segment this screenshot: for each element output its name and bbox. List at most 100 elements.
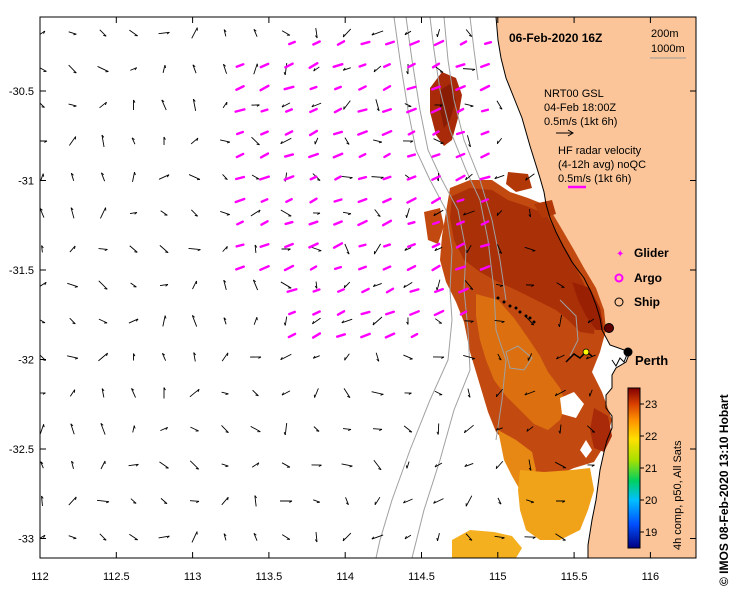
gsl-vector <box>494 535 505 539</box>
gsl-vector-head <box>225 465 229 468</box>
hf-radar-vector <box>336 40 346 46</box>
gsl-vector <box>342 211 352 215</box>
radar-legend-line-2: (4-12h avg) noQC <box>558 159 646 171</box>
gsl-vector-head <box>501 537 505 540</box>
gsl-vector-head <box>470 105 474 108</box>
hf-radar-vector <box>455 130 466 136</box>
gsl-vector <box>162 65 166 73</box>
gsl-vector <box>40 208 45 218</box>
gsl-vector <box>373 65 382 73</box>
x-tick-label: 115 <box>489 571 507 583</box>
gsl-vector <box>343 388 351 398</box>
hf-radar-vector <box>479 175 491 181</box>
gsl-vector <box>40 424 45 434</box>
hf-radar-vector <box>312 310 321 316</box>
gsl-vector <box>130 67 137 71</box>
hf-radar-vector <box>337 288 345 293</box>
hf-radar-vector <box>455 63 466 68</box>
gsl-vector-head <box>193 352 196 356</box>
gsl-vector <box>495 460 504 470</box>
gsl-vector <box>403 425 413 433</box>
gsl-vector-head <box>165 427 169 431</box>
hf-radar-vector <box>259 84 270 92</box>
gsl-vector-head <box>44 282 47 286</box>
gsl-vector <box>371 534 384 540</box>
gsl-vector-head <box>380 393 384 396</box>
gsl-vector-head <box>498 358 502 361</box>
gsl-vector <box>223 317 227 325</box>
gsl-vector-head <box>380 176 384 180</box>
hf-radar-vector <box>480 108 490 113</box>
gsl-vector <box>188 247 201 251</box>
gsl-current-vectors <box>40 27 596 543</box>
colorbar-tick-label: 22 <box>645 431 657 443</box>
hf-radar-vector <box>260 108 269 113</box>
hf-radar-vector <box>309 175 318 181</box>
hf-radar-vector <box>431 242 441 249</box>
gsl-vector-head <box>436 33 438 37</box>
x-tick-label: 114 <box>336 571 354 583</box>
gsl-vector <box>315 531 318 543</box>
hf-radar-vector <box>308 220 319 226</box>
hf-radar-vector <box>406 153 417 158</box>
hf-radar-vector <box>332 130 344 136</box>
gsl-vector-head <box>591 464 595 467</box>
gsl-vector <box>69 389 76 397</box>
city-label-perth: Perth <box>635 353 668 368</box>
gsl-vector-head <box>434 464 437 468</box>
gsl-vector <box>434 246 443 252</box>
gsl-vector <box>527 353 533 361</box>
gsl-vector <box>528 208 532 218</box>
hf-radar-vector <box>458 287 469 294</box>
gsl-vector <box>158 535 170 539</box>
gsl-vector <box>70 207 75 219</box>
gsl-vector-head <box>42 392 46 395</box>
hf-radar-vector <box>385 40 395 46</box>
gsl-vector-head <box>223 29 227 33</box>
gsl-vector-head <box>196 500 200 503</box>
gsl-vector <box>99 101 107 109</box>
gsl-vector-head <box>372 284 376 287</box>
gsl-vector-head <box>74 286 78 288</box>
gsl-vector <box>68 535 77 539</box>
gsl-vector-head <box>254 495 257 499</box>
ship-legend-label: Ship <box>634 295 660 309</box>
gsl-vector <box>252 279 259 291</box>
colorbar-tick-label: 23 <box>645 399 657 411</box>
hf-radar-vector <box>382 243 392 248</box>
hf-radar-vector <box>333 265 343 271</box>
hf-radar-vector <box>235 243 245 248</box>
gsl-vector-head <box>471 358 475 360</box>
gsl-vector <box>192 64 197 74</box>
hf-radar-vector <box>384 332 396 339</box>
hf-radar-vector <box>288 40 296 46</box>
gsl-vector <box>341 175 353 179</box>
gsl-vector <box>313 355 320 359</box>
gsl-vector-head <box>495 427 499 431</box>
gsl-legend-arrowhead <box>567 129 574 137</box>
gsl-vector-head <box>72 322 76 325</box>
gsl-vector <box>68 136 77 146</box>
gsl-vector <box>67 355 78 359</box>
colorbar-tick-label: 21 <box>645 463 657 475</box>
colorbar <box>627 387 641 549</box>
gsl-vector <box>406 208 410 218</box>
gsl-vector-head <box>161 99 165 103</box>
gsl-vector <box>555 533 566 541</box>
gsl-vector <box>159 461 169 469</box>
gsl-vector-head <box>254 244 258 248</box>
gsl-vector-head <box>379 428 383 431</box>
credit-label: © IMOS 08-Feb-2020 13:10 Hobart <box>717 394 731 586</box>
gsl-vector <box>341 318 353 324</box>
gsl-vector <box>315 27 318 39</box>
gsl-vector-head <box>223 533 227 537</box>
gsl-vector <box>344 243 350 255</box>
gsl-vector <box>342 532 352 542</box>
gsl-vector-head <box>253 28 257 32</box>
gsl-vector <box>281 534 291 540</box>
hf-radar-vector <box>288 310 296 316</box>
gsl-vector <box>526 426 534 432</box>
gsl-vector <box>99 29 107 37</box>
gsl-vector <box>130 282 137 288</box>
gsl-vector <box>132 425 135 433</box>
